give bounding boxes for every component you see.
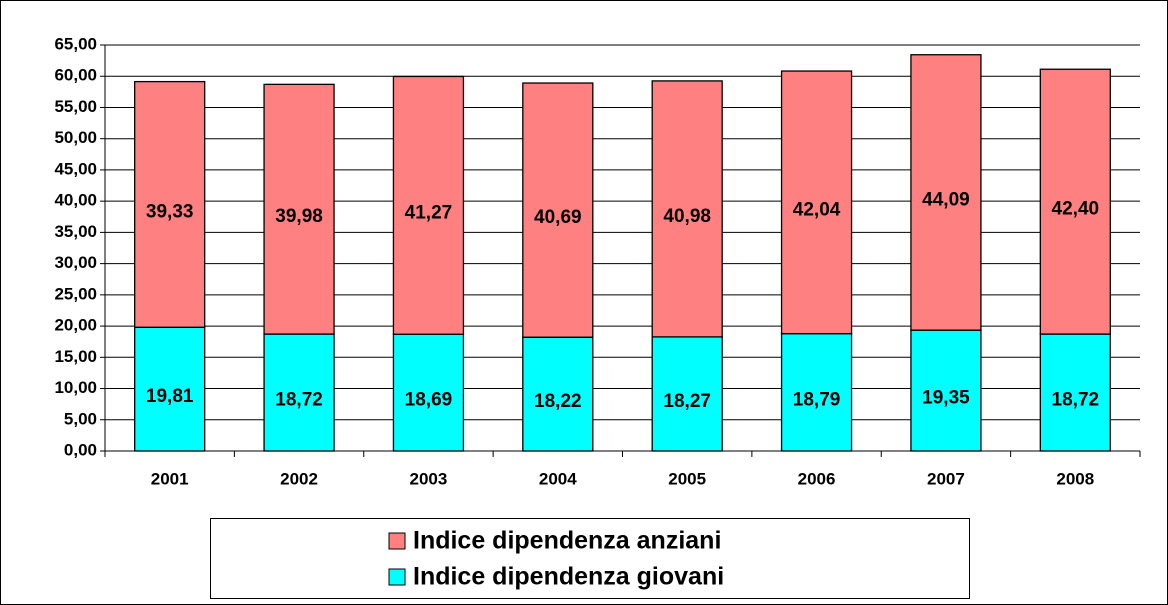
bar-segment — [780, 332, 853, 452]
x-tick-label: 2003 — [410, 469, 448, 488]
bar-segment — [392, 75, 465, 335]
x-tick-label: 2004 — [539, 469, 577, 488]
y-tick-label: 40,00 — [54, 191, 97, 210]
bar-segment — [134, 326, 206, 452]
y-tick-label: 55,00 — [54, 97, 97, 116]
y-tick-label: 45,00 — [54, 159, 97, 178]
y-tick-label: 25,00 — [54, 284, 97, 303]
bar-segment — [651, 336, 723, 452]
data-label: 19,81 — [146, 386, 194, 407]
x-tick-label: 2002 — [280, 469, 318, 488]
legend-box — [210, 518, 970, 599]
data-label: 40,98 — [663, 206, 711, 227]
data-label: 18,72 — [1052, 390, 1100, 411]
data-label: 18,27 — [663, 391, 711, 412]
bar-segment — [522, 82, 594, 338]
data-label: 18,22 — [534, 391, 582, 412]
x-tick-label: 2008 — [1056, 469, 1094, 488]
y-tick-label: 50,00 — [54, 128, 97, 147]
x-tick-label: 2007 — [927, 469, 965, 488]
y-tick-label: 30,00 — [54, 253, 97, 272]
bar-segment — [651, 80, 723, 338]
y-tick-label: 20,00 — [54, 316, 97, 335]
data-label: 42,04 — [793, 199, 841, 220]
y-tick-label: 5,00 — [64, 409, 97, 428]
y-tick-label: 10,00 — [54, 378, 97, 397]
y-tick-label: 60,00 — [54, 66, 97, 85]
legend-swatch — [388, 532, 406, 550]
data-label: 18,72 — [275, 390, 323, 411]
bar-segment — [780, 70, 853, 335]
bar-segment — [522, 336, 594, 452]
bar-segment — [910, 54, 982, 331]
y-tick-label: 15,00 — [54, 347, 97, 366]
legend-swatch — [388, 568, 406, 586]
legend-label: Indice dipendenza anziani — [413, 527, 721, 555]
data-label: 40,69 — [534, 207, 582, 228]
y-tick-label: 35,00 — [54, 222, 97, 241]
x-tick-label: 2001 — [151, 469, 189, 488]
data-label: 42,40 — [1052, 199, 1100, 220]
y-tick-label: 65,00 — [54, 34, 97, 53]
bar-segment — [263, 83, 335, 335]
data-label: 39,98 — [275, 206, 323, 227]
data-label: 44,09 — [922, 189, 970, 210]
data-label: 41,27 — [405, 202, 453, 223]
data-label: 18,79 — [793, 389, 841, 410]
bar-segment — [134, 80, 206, 328]
x-tick-label: 2005 — [668, 469, 706, 488]
data-label: 19,35 — [922, 388, 970, 409]
bar-segment — [263, 333, 335, 452]
y-tick-label: 0,00 — [64, 440, 97, 459]
legend-label: Indice dipendenza giovani — [413, 563, 724, 591]
bar-segment — [1039, 333, 1111, 452]
x-tick-label: 2006 — [798, 469, 836, 488]
data-label: 39,33 — [146, 201, 194, 222]
bar-segment — [1039, 68, 1111, 335]
bar-segment — [392, 333, 465, 452]
data-label: 18,69 — [405, 390, 453, 411]
